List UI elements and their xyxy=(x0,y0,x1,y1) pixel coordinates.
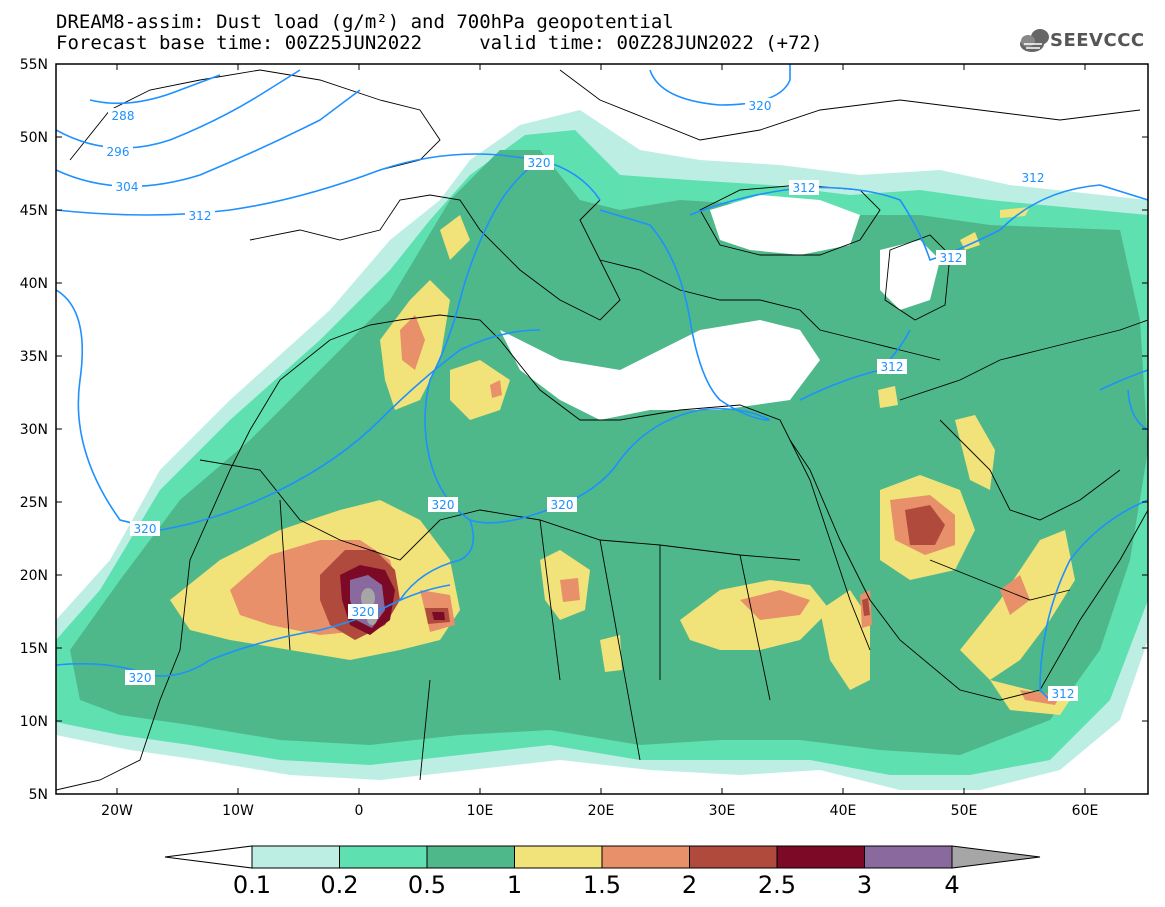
colorbar-tick-label: 1 xyxy=(507,871,522,899)
colorbar-swatch xyxy=(601,845,690,869)
svg-text:312: 312 xyxy=(793,181,816,195)
colorbar-tick-label: 0.2 xyxy=(320,871,358,899)
isoline-label: 320 xyxy=(524,155,554,170)
isoline-label: 288 xyxy=(108,108,138,123)
svg-text:312: 312 xyxy=(1052,687,1075,701)
lat-label: 55N xyxy=(20,57,48,73)
clear-area-black-sea xyxy=(710,195,860,255)
svg-text:312: 312 xyxy=(189,209,212,223)
isoline-label: 312 xyxy=(789,180,819,195)
lat-label: 5N xyxy=(29,787,48,803)
colorbar-tick-label: 0.5 xyxy=(408,871,446,899)
isoline-labels: 288 296 304 312 320 320 312 312 312 320 … xyxy=(103,98,1078,701)
isoline-label: 312 xyxy=(936,250,966,265)
svg-text:320: 320 xyxy=(749,99,772,113)
isoline-label: 320 xyxy=(547,497,577,512)
colorbar-swatch xyxy=(426,845,515,869)
seevccc-logo xyxy=(1020,29,1049,52)
isoline-label: 320 xyxy=(130,521,160,536)
colorbar-swatch xyxy=(251,845,340,869)
isoline-label: 320 xyxy=(428,497,458,512)
svg-text:320: 320 xyxy=(551,498,574,512)
isoline-label: 320 xyxy=(745,98,775,113)
svg-text:312: 312 xyxy=(940,251,963,265)
cloud-logo-icon xyxy=(1020,29,1049,52)
isoline-label: 312 xyxy=(1048,686,1078,701)
latitude-axis xyxy=(56,63,1148,795)
lon-label: 50E xyxy=(951,803,978,819)
isoline-label: 320 xyxy=(348,604,378,619)
colorbar-tick-label: 4 xyxy=(944,871,959,899)
colorbar-tick-label: 2 xyxy=(682,871,697,899)
dust-shading xyxy=(56,110,1148,790)
lat-label: 40N xyxy=(20,276,48,292)
geopotential-isolines xyxy=(56,64,1148,701)
svg-text:288: 288 xyxy=(112,109,135,123)
colorbar-low-arrow xyxy=(164,845,253,869)
colorbar-tick-label: 3 xyxy=(857,871,872,899)
coastlines-and-borders xyxy=(56,69,1148,794)
colorbar-tick-label: 1.5 xyxy=(583,871,621,899)
svg-text:312: 312 xyxy=(881,360,904,374)
isoline-label: 304 xyxy=(112,179,142,194)
svg-text:320: 320 xyxy=(352,605,375,619)
colorbar-swatches xyxy=(251,845,953,869)
colorbar-swatch xyxy=(776,845,865,869)
map-title: DREAM8-assim: Dust load (g/m²) and 700hP… xyxy=(56,11,674,33)
lon-label: 10W xyxy=(222,803,254,819)
isoline-label: 296 xyxy=(103,144,133,159)
svg-text:320: 320 xyxy=(528,156,551,170)
lat-label: 25N xyxy=(20,495,48,511)
colorbar-swatch xyxy=(689,845,778,869)
colorbar-swatch xyxy=(864,845,953,869)
lat-label: 10N xyxy=(20,714,48,730)
colorbar-labels: 0.1 0.2 0.5 1 1.5 2 2.5 3 4 xyxy=(233,871,960,899)
lat-label: 50N xyxy=(20,130,48,146)
isoline-label: 312 xyxy=(1018,170,1048,185)
clear-area-mediterranean xyxy=(500,320,820,420)
lon-label: 20W xyxy=(101,803,133,819)
clear-area-caspian xyxy=(880,240,940,310)
lon-label: 20E xyxy=(588,803,615,819)
svg-text:296: 296 xyxy=(107,145,130,159)
lat-label: 15N xyxy=(20,641,48,657)
svg-text:320: 320 xyxy=(129,671,152,685)
svg-text:320: 320 xyxy=(134,522,157,536)
lon-label: 40E xyxy=(830,803,857,819)
lat-label: 45N xyxy=(20,203,48,219)
isoline-label: 312 xyxy=(877,359,907,374)
svg-text:320: 320 xyxy=(432,498,455,512)
lat-label: 35N xyxy=(20,349,48,365)
colorbar: 0.1 0.2 0.5 1 1.5 2 2.5 3 4 xyxy=(164,845,1041,899)
colorbar-tick-label: 0.1 xyxy=(233,871,271,899)
forecast-time-subtitle: Forecast base time: 00Z25JUN2022 valid t… xyxy=(56,32,823,54)
colorbar-tick-label: 2.5 xyxy=(758,871,796,899)
lat-label: 30N xyxy=(20,422,48,438)
isoline-label: 312 xyxy=(185,208,215,223)
longitude-axis xyxy=(116,64,1086,794)
lat-label: 20N xyxy=(20,568,48,584)
lon-label: 60E xyxy=(1072,803,1099,819)
svg-text:312: 312 xyxy=(1022,171,1045,185)
colorbar-high-arrow xyxy=(951,845,1041,869)
colorbar-swatch xyxy=(339,845,428,869)
isoline-label: 320 xyxy=(125,670,155,685)
svg-text:304: 304 xyxy=(116,180,139,194)
lon-label: 30E xyxy=(709,803,736,819)
logo-text: SEEVCCC xyxy=(1050,30,1145,51)
colorbar-swatch xyxy=(514,845,603,869)
longitude-labels: 20W 10W 0 10E 20E 30E 40E 50E 60E xyxy=(101,803,1098,819)
map-area: 288 296 304 312 320 320 312 312 312 320 … xyxy=(56,64,1148,794)
lon-label: 10E xyxy=(467,803,494,819)
lon-label: 0 xyxy=(355,803,364,819)
latitude-labels: 55N 50N 45N 40N 35N 30N 25N 20N 15N 10N … xyxy=(20,57,48,803)
